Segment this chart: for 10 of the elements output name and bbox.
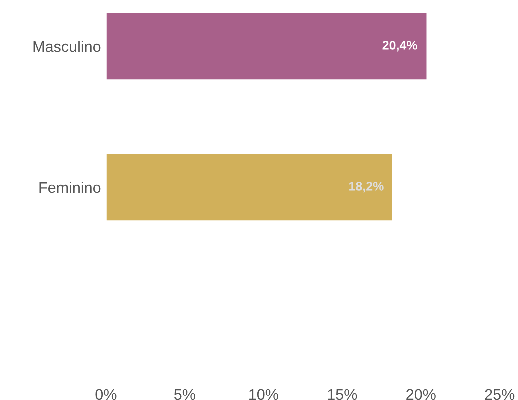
data-label: 18,2% [350, 182, 384, 193]
x-tick-label: 25% [485, 389, 515, 400]
y-tick-label: Masculino [34, 40, 101, 52]
x-tick-label: 0% [96, 389, 117, 400]
x-tick-label: 15% [328, 389, 358, 400]
data-label: 20,4% [382, 41, 418, 52]
x-tick-label: 10% [250, 389, 278, 400]
x-tick-label: 5% [174, 389, 196, 400]
x-tick-label: 20% [406, 389, 436, 400]
y-tick-label: Feminino [40, 182, 101, 194]
